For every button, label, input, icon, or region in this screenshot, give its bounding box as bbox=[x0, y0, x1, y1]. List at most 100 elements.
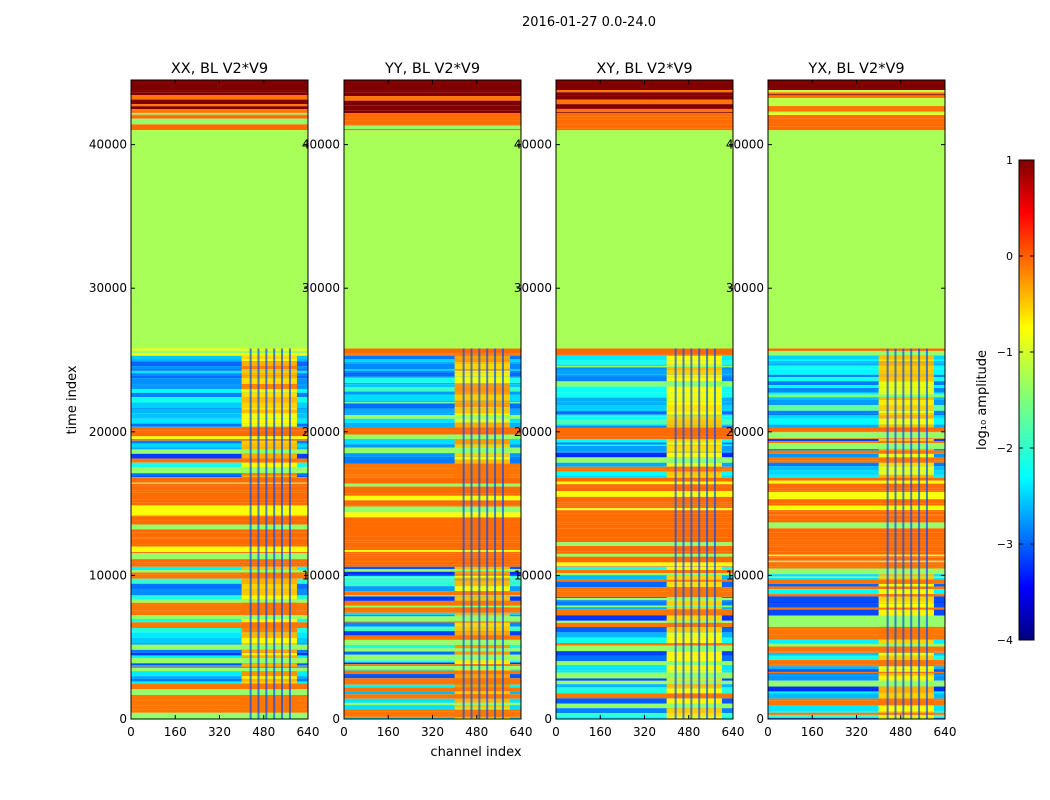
heatmap-cell bbox=[666, 693, 722, 699]
heatmap-cell bbox=[768, 123, 945, 127]
heatmap-cell bbox=[454, 616, 510, 622]
heatmap-cell bbox=[878, 652, 934, 656]
heatmap-cell bbox=[454, 444, 510, 448]
heatmap-cell bbox=[666, 376, 722, 378]
heatmap-cell bbox=[241, 366, 297, 370]
heatmap-cell bbox=[666, 645, 722, 652]
heatmap-cell bbox=[454, 666, 510, 670]
heatmap-cell bbox=[768, 474, 945, 478]
heatmap-cell bbox=[768, 639, 945, 644]
heatmap-cell bbox=[556, 575, 733, 580]
heatmap-cell bbox=[131, 426, 308, 428]
heatmap-cell bbox=[131, 483, 308, 486]
heatmap-cell bbox=[131, 440, 308, 444]
heatmap-cell bbox=[454, 406, 510, 409]
heatmap-cell bbox=[344, 662, 521, 665]
heatmap-cell bbox=[878, 566, 934, 569]
heatmap-cell bbox=[241, 678, 297, 682]
heatmap-cell bbox=[556, 116, 733, 120]
heatmap-cell bbox=[131, 516, 308, 521]
heatmap-cell bbox=[454, 463, 510, 469]
y-tick-label: 40000 bbox=[514, 138, 552, 152]
heatmap-cell bbox=[344, 612, 521, 615]
heatmap-cell bbox=[344, 531, 521, 537]
rfi-line bbox=[281, 348, 284, 719]
heatmap-cell bbox=[344, 438, 521, 445]
rfi-line bbox=[470, 348, 473, 719]
heatmap-cell bbox=[131, 700, 308, 706]
heatmap-cell bbox=[768, 505, 945, 511]
heatmap-cell bbox=[768, 664, 945, 667]
heatmap-cell bbox=[878, 577, 934, 580]
heatmap-cell bbox=[241, 572, 297, 575]
heatmap-cell bbox=[666, 377, 722, 382]
heatmap-cell bbox=[454, 447, 510, 454]
heatmap-cell bbox=[556, 405, 733, 412]
heatmap-cell bbox=[344, 415, 521, 419]
heatmap-cell bbox=[878, 450, 934, 453]
heatmap-cell bbox=[768, 432, 945, 435]
heatmap-cell bbox=[131, 499, 308, 503]
x-tick-label: 160 bbox=[589, 725, 612, 739]
heatmap-cell bbox=[131, 112, 308, 114]
heatmap-cell bbox=[878, 680, 934, 687]
heatmap-cell bbox=[454, 391, 510, 395]
heatmap-cell bbox=[878, 385, 934, 388]
heatmap-cell bbox=[131, 637, 308, 644]
heatmap-cell bbox=[131, 355, 308, 360]
heatmap-cell bbox=[768, 350, 945, 356]
heatmap-cell bbox=[344, 622, 521, 627]
heatmap-cell bbox=[768, 562, 945, 565]
heatmap-cell bbox=[131, 409, 308, 414]
heatmap-cell bbox=[768, 557, 945, 561]
heatmap-cell bbox=[344, 486, 521, 488]
heatmap-cell bbox=[344, 711, 521, 717]
heatmap-cell bbox=[556, 546, 733, 552]
heatmap-cell bbox=[241, 715, 297, 718]
heatmap-cell bbox=[454, 372, 510, 377]
heatmap-cell bbox=[768, 669, 945, 672]
heatmap-cell bbox=[878, 474, 934, 478]
heatmap-cell bbox=[344, 80, 521, 91]
heatmap-cell bbox=[666, 587, 722, 590]
heatmap-cell bbox=[454, 377, 510, 384]
heatmap-cell bbox=[556, 607, 733, 610]
heatmap-cell bbox=[344, 110, 521, 114]
heatmap-cell bbox=[768, 603, 945, 608]
x-axis-label: channel index bbox=[430, 745, 521, 760]
heatmap-cell bbox=[878, 397, 934, 400]
heatmap-cell bbox=[666, 424, 722, 426]
heatmap-cell bbox=[131, 350, 308, 354]
heatmap-cell bbox=[878, 418, 934, 425]
heatmap-cell bbox=[454, 571, 510, 575]
heatmap-cell bbox=[768, 675, 945, 681]
colorbar-label: log₁₀ amplitude bbox=[975, 350, 990, 450]
heatmap-cell bbox=[344, 483, 521, 487]
heatmap-cell bbox=[241, 604, 297, 611]
heatmap-cell bbox=[344, 475, 521, 478]
heatmap-cell bbox=[454, 394, 510, 401]
heatmap-cell bbox=[241, 426, 297, 428]
heatmap-cell bbox=[768, 415, 945, 419]
heatmap-cell bbox=[454, 384, 510, 388]
heatmap-cell bbox=[454, 355, 510, 360]
heatmap-cell bbox=[241, 658, 297, 664]
heatmap-cell bbox=[666, 598, 722, 601]
heatmap-cell bbox=[344, 384, 521, 388]
heatmap-cell bbox=[344, 422, 521, 428]
heatmap-cell bbox=[666, 381, 722, 387]
heatmap-cell bbox=[131, 106, 308, 110]
heatmap-cell bbox=[454, 586, 510, 592]
heatmap-cell bbox=[241, 610, 297, 616]
heatmap-cell bbox=[556, 508, 733, 511]
heatmap-cell bbox=[131, 482, 308, 484]
heatmap-cell bbox=[454, 369, 510, 371]
y-tick-label: 0 bbox=[756, 712, 764, 726]
heatmap-cell bbox=[768, 130, 945, 349]
heatmap-cell bbox=[666, 637, 722, 644]
heatmap-cell bbox=[131, 458, 308, 463]
heatmap-cell bbox=[454, 651, 510, 655]
heatmap-cell bbox=[768, 528, 945, 533]
y-tick-label: 30000 bbox=[726, 281, 764, 295]
heatmap-cell bbox=[666, 471, 722, 476]
